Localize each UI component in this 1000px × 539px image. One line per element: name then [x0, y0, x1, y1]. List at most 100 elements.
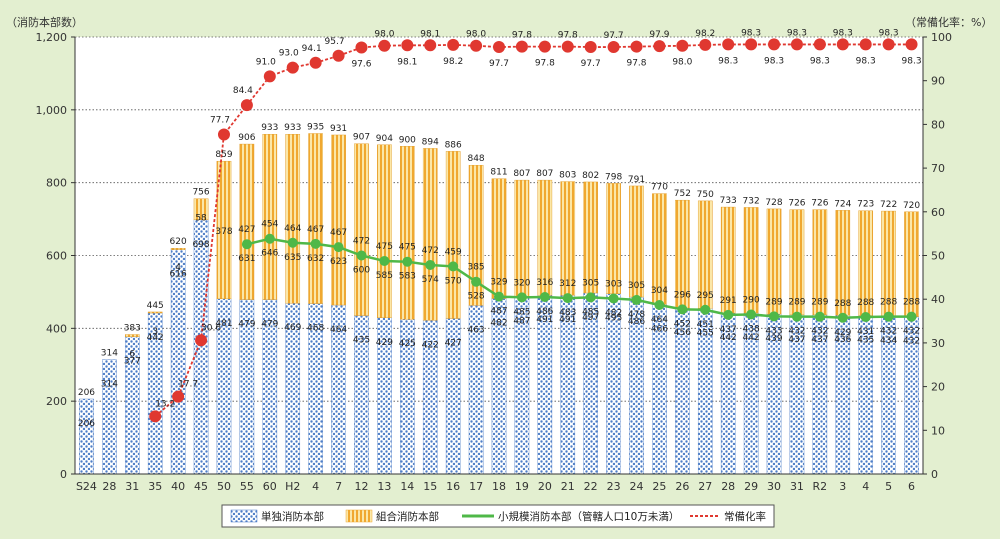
label-single: 437 [811, 335, 828, 345]
left-tick-label: 600 [46, 250, 67, 263]
label-total: 723 [857, 200, 874, 210]
x-tick-label: 22 [584, 480, 598, 493]
label-rate: 84.4 [233, 86, 253, 96]
rate-point [240, 99, 253, 112]
label-small: 432 [903, 327, 920, 337]
label-rate: 13.2 [155, 399, 175, 409]
label-single: 495 [605, 314, 622, 324]
rate-point [836, 38, 849, 51]
right-tick-label: 0 [931, 468, 938, 481]
label-total: 445 [147, 301, 164, 311]
label-single: 481 [215, 319, 232, 329]
label-single: 698 [192, 240, 209, 250]
label-small: 486 [536, 307, 553, 317]
label-single: 425 [399, 339, 416, 349]
label-union: 289 [811, 298, 828, 308]
label-small: 438 [743, 324, 760, 334]
label-union: 467 [330, 228, 347, 238]
rate-point [653, 40, 666, 53]
small-point [402, 256, 413, 267]
x-tick-label: 4 [862, 480, 869, 493]
small-point [379, 255, 390, 266]
label-total: 383 [124, 324, 141, 334]
x-tick-label: 27 [698, 480, 712, 493]
left-tick-label: 200 [46, 395, 67, 408]
x-tick-label: 23 [607, 480, 621, 493]
x-tick-label: 4 [312, 480, 319, 493]
label-total: 859 [215, 150, 232, 160]
label-union: 58 [195, 214, 207, 224]
rate-point [607, 41, 620, 54]
label-single: 434 [880, 336, 897, 346]
label-rate: 98.0 [466, 30, 486, 40]
label-rate: 93.0 [279, 49, 299, 59]
right-axis-label: （常備化率：%） [905, 15, 992, 29]
label-single: 616 [170, 270, 187, 280]
bar-union [262, 134, 278, 300]
label-single: 469 [284, 323, 301, 333]
x-tick-label: 35 [148, 480, 162, 493]
legend: 単独消防本部 組合消防本部 小規模消防本部（管轄人口10万未満） 常備化率 [221, 504, 775, 528]
small-point [356, 250, 367, 261]
bar-union [377, 144, 392, 318]
small-point [883, 311, 894, 322]
label-rate: 97.7 [489, 59, 509, 69]
bar-single [193, 219, 209, 475]
label-total: 802 [582, 171, 599, 181]
rate-point [882, 38, 895, 51]
label-single: 486 [628, 317, 645, 327]
label-union: 288 [903, 298, 920, 308]
label-total: 807 [513, 169, 530, 179]
bar-union [193, 198, 209, 221]
small-point [425, 259, 436, 270]
label-single: 206 [78, 419, 95, 429]
label-single: 464 [330, 325, 347, 335]
label-union: 475 [399, 243, 416, 253]
label-rate: 91.0 [256, 57, 276, 67]
label-single: 442 [147, 333, 164, 343]
rate-point [515, 40, 528, 53]
label-total: 750 [697, 190, 714, 200]
small-point [837, 312, 848, 323]
right-tick-label: 60 [931, 206, 945, 219]
right-tick-label: 10 [931, 424, 945, 437]
label-rate: 98.3 [787, 28, 807, 38]
rate-point [217, 128, 230, 141]
lines [149, 38, 918, 423]
label-union: 378 [215, 227, 232, 237]
small-point [562, 293, 573, 304]
small-point [791, 311, 802, 322]
label-total: 791 [628, 175, 645, 185]
right-tick-label: 80 [931, 118, 945, 131]
label-small: 483 [559, 308, 576, 318]
label-small: 432 [880, 327, 897, 337]
rate-line [154, 43, 912, 417]
label-union: 472 [353, 237, 370, 247]
x-tick-label: 31 [790, 480, 804, 493]
label-total: 720 [903, 201, 920, 211]
x-tick-label: 6 [908, 480, 915, 493]
bar-union [583, 181, 598, 294]
x-tick-label: 24 [630, 480, 644, 493]
label-total: 728 [765, 198, 782, 208]
label-total: 907 [353, 133, 370, 143]
rate-point [813, 38, 826, 51]
label-small: 583 [399, 272, 416, 282]
label-single: 422 [422, 340, 439, 350]
label-union: 289 [765, 297, 782, 307]
label-total: 314 [101, 349, 118, 359]
label-single: 468 [307, 324, 324, 334]
label-total: 900 [399, 135, 416, 145]
bar-union [422, 148, 438, 321]
label-union: 305 [628, 281, 645, 291]
rate-point [790, 38, 803, 51]
small-point [448, 261, 459, 272]
label-single: 436 [834, 335, 851, 345]
small-point [333, 242, 344, 253]
right-tick-label: 40 [931, 293, 945, 306]
x-tick-label: 3 [839, 480, 846, 493]
label-total: 756 [192, 188, 209, 198]
bar-single [102, 359, 117, 475]
legend-label-small: 小規模消防本部（管轄人口10万未満） [498, 510, 679, 523]
